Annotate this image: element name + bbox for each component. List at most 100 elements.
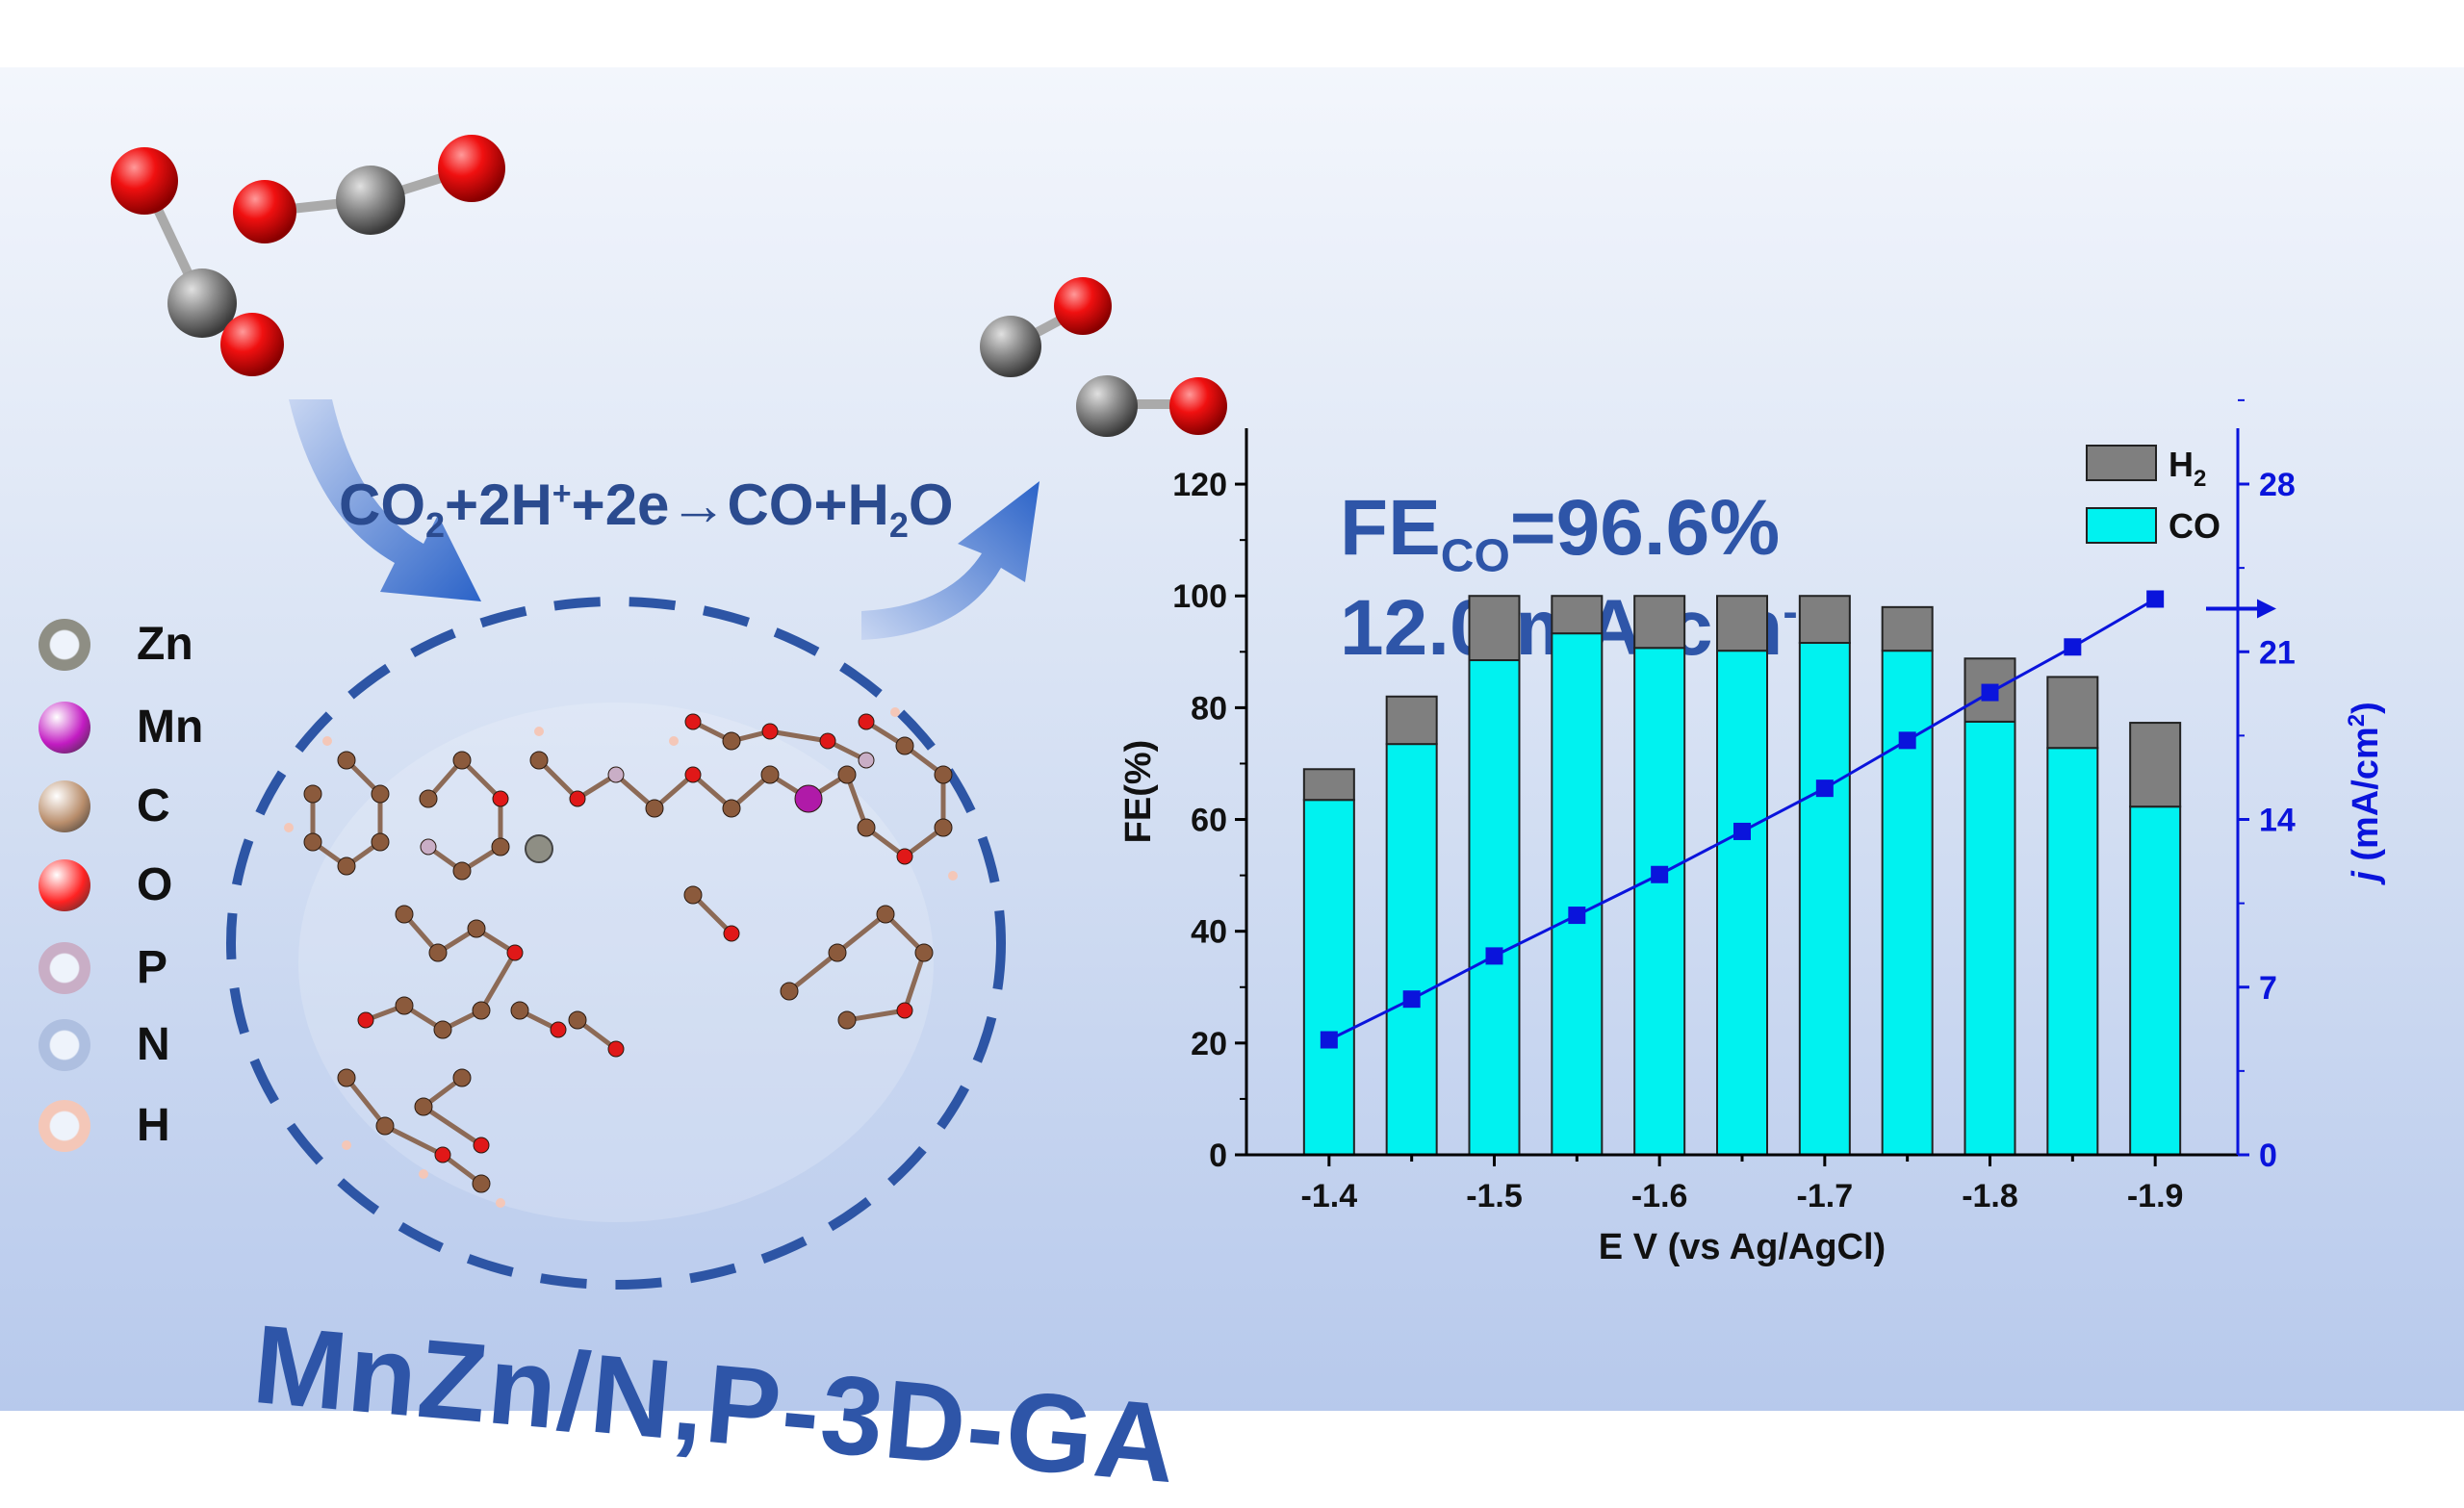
- co-bar: [1881, 650, 1934, 1156]
- atom-swatch-icon: [38, 780, 90, 832]
- cluster-atom: [467, 919, 486, 938]
- co-bar: [1551, 632, 1604, 1156]
- current-density-point: [1568, 907, 1586, 925]
- y2-axis-label-sup: 2: [2344, 714, 2370, 727]
- cluster-atom: [722, 799, 741, 818]
- cluster-atom: [568, 1010, 587, 1030]
- atom-legend-item: O: [38, 858, 172, 911]
- atom-swatch-icon: [38, 858, 90, 911]
- y-tick-label: 60: [1191, 803, 1227, 839]
- current-density-point: [1898, 731, 1916, 750]
- cluster-atom: [550, 1021, 567, 1038]
- current-density-point: [2146, 590, 2165, 608]
- h2-bar: [2046, 676, 2099, 750]
- cluster-atom: [375, 1116, 395, 1136]
- hydrogen-atom: [322, 736, 332, 746]
- x-tick-label: -1.4: [1301, 1178, 1358, 1214]
- cluster-atom: [896, 848, 913, 865]
- cluster-atom: [434, 1146, 451, 1163]
- x-tick-label: -1.6: [1631, 1178, 1688, 1214]
- cluster-atom: [569, 790, 586, 807]
- legend-swatch-co: [2086, 507, 2157, 544]
- atom-legend-item: Mn: [38, 701, 203, 754]
- x-tick-label: -1.8: [1962, 1178, 2018, 1214]
- h2-bar: [1551, 595, 1604, 635]
- cluster-atom: [472, 1001, 491, 1020]
- hydrogen-atom: [890, 707, 900, 717]
- cluster-atom: [472, 1174, 491, 1193]
- cluster-atom: [452, 1068, 472, 1087]
- hydrogen-atom: [534, 727, 544, 736]
- up-arrow: [861, 481, 1040, 640]
- cluster-bond: [478, 951, 518, 1012]
- cluster-atom: [337, 1068, 356, 1087]
- cluster-bond: [787, 951, 839, 993]
- cluster-atom: [876, 905, 895, 924]
- cluster-bond: [769, 728, 829, 744]
- atom-label: C: [137, 780, 170, 831]
- cluster-bond: [844, 774, 869, 829]
- hydrogen-atom: [948, 871, 958, 881]
- y2-axis-label-close: ): [2346, 702, 2386, 714]
- reaction-equation: CO2+2H++2e→CO+H2O: [339, 473, 954, 545]
- co-bar: [1468, 659, 1521, 1156]
- cluster-atom: [395, 996, 414, 1015]
- legend-label-co: CO: [2169, 506, 2220, 546]
- current-density-point: [2064, 638, 2082, 656]
- cluster-atom: [492, 790, 509, 807]
- carbon-atom: [1076, 375, 1138, 437]
- cluster-atom: [433, 1020, 452, 1039]
- cluster-bond: [383, 1123, 445, 1158]
- y-tick-label: 80: [1191, 690, 1227, 727]
- x-tick-label: -1.5: [1466, 1178, 1523, 1214]
- cluster-atom: [760, 765, 780, 784]
- current-density-point: [1733, 822, 1751, 840]
- y2-tick-label: 0: [2259, 1137, 2277, 1174]
- cluster-atom: [684, 766, 702, 783]
- current-density-point: [1981, 683, 1999, 702]
- y2-axis-label-units: (mA/cm: [2346, 727, 2386, 871]
- cluster-bond: [345, 1076, 387, 1128]
- y2-tick-label: 28: [2259, 467, 2296, 503]
- cluster-atom: [414, 1097, 433, 1116]
- cluster-atom: [452, 861, 472, 881]
- oxygen-atom: [1054, 277, 1112, 335]
- cluster-atom: [934, 765, 953, 784]
- carbon-atom: [336, 166, 405, 235]
- oxygen-atom: [220, 313, 284, 376]
- h2-bar: [1716, 595, 1768, 652]
- co-molecules: [980, 277, 1227, 437]
- current-density-point: [1402, 990, 1421, 1009]
- cluster-atom: [837, 765, 857, 784]
- mnzn-cluster-structure: [284, 707, 958, 1208]
- h2-bar: [1633, 595, 1686, 650]
- y-tick-label: 100: [1172, 578, 1227, 615]
- cluster-atom: [934, 818, 953, 837]
- cluster-bond: [835, 912, 887, 955]
- cluster-atom: [419, 789, 438, 808]
- h2-bar: [1881, 605, 1934, 652]
- atom-swatch-icon: [38, 701, 90, 754]
- hydrogen-atom: [284, 823, 294, 832]
- current-density-point: [1815, 780, 1834, 798]
- y2-axis-label-j: j: [2346, 870, 2386, 886]
- cluster-atom: [337, 856, 356, 876]
- atom-label: H: [137, 1100, 170, 1151]
- atom-swatch-icon: [38, 1099, 90, 1152]
- cluster-atom: [607, 1040, 625, 1058]
- hydrogen-atom: [419, 1169, 428, 1179]
- atom-swatch-icon: [38, 1018, 90, 1071]
- cluster-atom: [491, 837, 510, 856]
- cluster-atom: [722, 731, 741, 751]
- legend-label-h2: H2: [2169, 445, 2206, 492]
- cluster-atom: [895, 736, 914, 755]
- carbon-atom: [980, 316, 1041, 377]
- atom-label: Mn: [137, 702, 204, 753]
- h2-bar: [1798, 595, 1851, 645]
- cluster-atom: [529, 751, 549, 770]
- cluster-atom: [761, 723, 779, 740]
- cluster-atom: [914, 943, 934, 962]
- oxygen-atom: [111, 147, 178, 215]
- cluster-atom: [395, 905, 414, 924]
- legend-label-h2-sub: 2: [2194, 466, 2206, 492]
